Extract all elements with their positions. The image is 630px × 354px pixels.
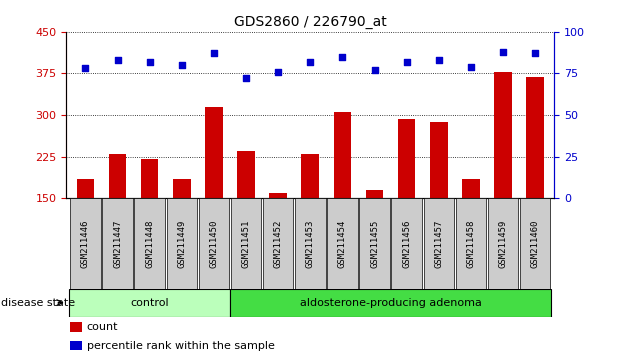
Point	[337, 54, 347, 59]
Text: GSM211460: GSM211460	[530, 219, 540, 268]
Point	[433, 57, 444, 63]
FancyBboxPatch shape	[70, 198, 101, 289]
Text: GSM211449: GSM211449	[177, 219, 186, 268]
FancyBboxPatch shape	[359, 198, 390, 289]
FancyBboxPatch shape	[455, 198, 486, 289]
Text: GSM211452: GSM211452	[273, 219, 283, 268]
FancyBboxPatch shape	[263, 198, 294, 289]
Text: GSM211448: GSM211448	[145, 219, 154, 268]
Text: GSM211446: GSM211446	[81, 219, 90, 268]
Bar	[398, 119, 415, 198]
Bar	[526, 77, 544, 198]
Bar	[494, 72, 512, 198]
Point	[401, 59, 411, 65]
Point	[177, 62, 187, 68]
Point	[369, 67, 379, 73]
FancyBboxPatch shape	[198, 198, 229, 289]
Point	[273, 69, 284, 75]
Bar	[141, 159, 159, 198]
Bar	[109, 154, 127, 198]
Bar	[301, 154, 319, 198]
FancyBboxPatch shape	[488, 198, 518, 289]
FancyBboxPatch shape	[327, 198, 358, 289]
Text: GSM211447: GSM211447	[113, 219, 122, 268]
Text: GSM211455: GSM211455	[370, 219, 379, 268]
Text: GSM211456: GSM211456	[402, 219, 411, 268]
Title: GDS2860 / 226790_at: GDS2860 / 226790_at	[234, 16, 387, 29]
FancyBboxPatch shape	[295, 198, 326, 289]
Bar	[365, 190, 383, 198]
Point	[241, 76, 251, 81]
Bar	[77, 179, 94, 198]
Text: GSM211454: GSM211454	[338, 219, 347, 268]
Bar	[205, 107, 223, 198]
Text: GSM211453: GSM211453	[306, 219, 315, 268]
Text: GSM211451: GSM211451	[241, 219, 251, 268]
Point	[113, 57, 123, 63]
Bar	[333, 112, 352, 198]
Bar	[238, 151, 255, 198]
FancyBboxPatch shape	[423, 198, 454, 289]
FancyBboxPatch shape	[69, 289, 230, 317]
Point	[498, 49, 508, 55]
Point	[145, 59, 155, 65]
FancyBboxPatch shape	[231, 198, 261, 289]
FancyBboxPatch shape	[134, 198, 165, 289]
Bar	[69, 341, 82, 350]
Text: GSM211459: GSM211459	[498, 219, 508, 268]
Point	[530, 51, 540, 56]
Bar	[269, 193, 287, 198]
Text: disease state: disease state	[1, 298, 76, 308]
Text: aldosterone-producing adenoma: aldosterone-producing adenoma	[300, 298, 481, 308]
Text: count: count	[87, 322, 118, 332]
Text: percentile rank within the sample: percentile rank within the sample	[87, 341, 275, 350]
FancyBboxPatch shape	[391, 198, 422, 289]
Bar	[430, 122, 447, 198]
FancyBboxPatch shape	[102, 198, 133, 289]
FancyBboxPatch shape	[520, 198, 551, 289]
Text: GSM211458: GSM211458	[466, 219, 476, 268]
Bar	[173, 179, 191, 198]
Point	[81, 65, 91, 71]
FancyBboxPatch shape	[230, 289, 551, 317]
Point	[466, 64, 476, 70]
Text: GSM211450: GSM211450	[209, 219, 219, 268]
Text: GSM211457: GSM211457	[434, 219, 444, 268]
Bar	[462, 179, 479, 198]
Bar	[69, 322, 82, 332]
Text: control: control	[130, 298, 169, 308]
Point	[305, 59, 315, 65]
Point	[209, 51, 219, 56]
FancyBboxPatch shape	[166, 198, 197, 289]
